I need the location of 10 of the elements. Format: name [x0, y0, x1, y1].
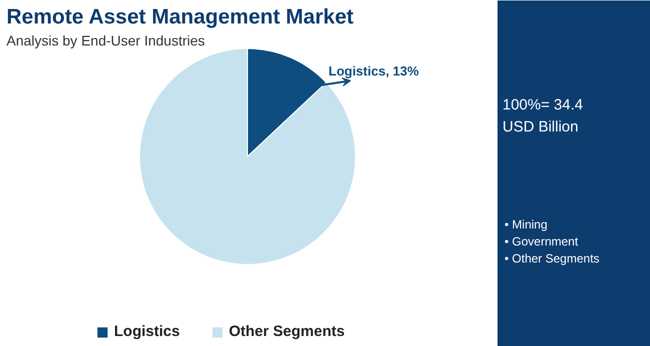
legend-label: Logistics	[114, 323, 180, 340]
text: • Government	[504, 234, 579, 248]
chart-subtitle: Analysis by End-User Industries	[6, 32, 205, 48]
text: 100%= 34.4	[502, 96, 583, 114]
text: • Mining	[504, 218, 548, 232]
text: USD Billion	[502, 118, 578, 136]
text: • Other Segments	[504, 252, 600, 266]
chart-title: Remote Asset Management Market	[6, 6, 354, 28]
data-label: Logistics, 13%	[328, 64, 420, 79]
legend-label: Other Segments	[228, 323, 345, 340]
